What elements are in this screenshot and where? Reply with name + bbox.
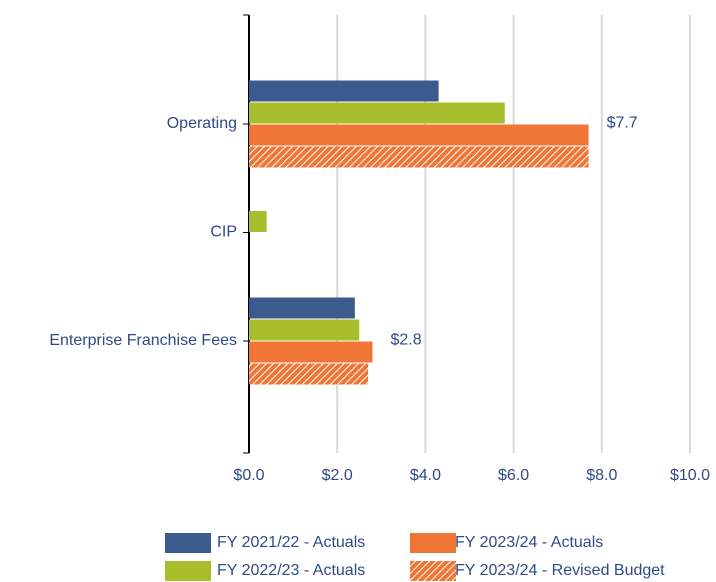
bar	[249, 319, 360, 341]
y-tick-label: CIP	[210, 224, 237, 241]
bar	[249, 124, 589, 146]
x-tick-label: $4.0	[410, 467, 441, 484]
x-tick-label: $6.0	[498, 467, 529, 484]
legend-swatch	[410, 533, 456, 553]
bar	[249, 146, 589, 168]
data-label: $7.7	[607, 115, 638, 132]
x-tick-label: $2.0	[322, 467, 353, 484]
data-label: $2.8	[390, 332, 421, 349]
x-tick-label: $10.0	[670, 467, 710, 484]
legend-label: FY 2023/24 - Revised Budget	[455, 562, 665, 579]
x-tick-label: $8.0	[586, 467, 617, 484]
y-tick-label: Enterprise Franchise Fees	[49, 332, 237, 349]
legend-label: FY 2022/23 - Actuals	[217, 562, 365, 579]
y-tick-label: Operating	[167, 115, 237, 132]
legend-swatch	[165, 561, 211, 581]
bar	[249, 341, 373, 363]
legend-label: FY 2023/24 - Actuals	[455, 534, 603, 551]
bar	[249, 80, 439, 102]
x-tick-label: $0.0	[233, 467, 264, 484]
bar	[249, 363, 369, 385]
legend-label: FY 2021/22 - Actuals	[217, 534, 365, 551]
bar	[249, 297, 355, 319]
bar	[249, 211, 267, 232]
legend-swatch	[165, 533, 211, 553]
bar	[249, 102, 505, 124]
legend-swatch	[410, 561, 456, 581]
